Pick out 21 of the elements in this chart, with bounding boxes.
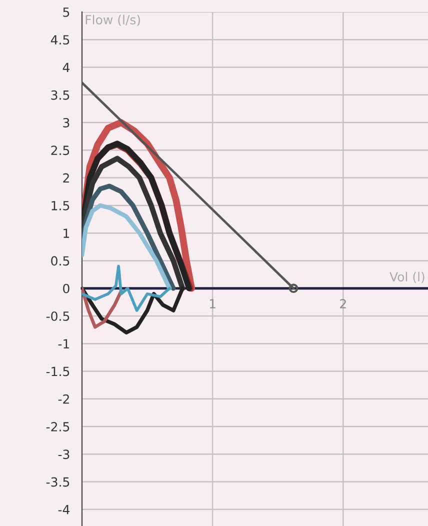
y-tick-label: -2 [58, 394, 69, 404]
y-tick-label: 0 [63, 284, 70, 294]
y-tick-label: 4 [62, 62, 70, 72]
y-tick-label: -0.5 [46, 311, 70, 321]
y-tick-label: -3.5 [46, 477, 70, 487]
y-tick-label: 0.5 [51, 256, 70, 266]
y-tick-label: 1.5 [52, 201, 70, 210]
y-tick-label: -3 [58, 450, 70, 460]
y-tick-label: 5 [63, 8, 70, 17]
y-tick-label: 2.5 [51, 146, 70, 156]
y-tick-label: 3.5 [51, 90, 70, 100]
x-axis-title: Vol (l) [390, 272, 424, 283]
y-axis-title: Flow (l/s) [86, 14, 140, 26]
y-tick-label: 1 [64, 228, 70, 238]
y-tick-label: -1.5 [46, 366, 70, 376]
y-tick-label: -1 [58, 339, 70, 348]
y-tick-label: 3 [63, 118, 70, 128]
y-tick-label: 2 [63, 173, 69, 183]
y-tick-label: 4.5 [50, 35, 70, 45]
y-tick-label: -2.5 [46, 422, 70, 432]
y-tick-label: -4 [58, 505, 70, 514]
